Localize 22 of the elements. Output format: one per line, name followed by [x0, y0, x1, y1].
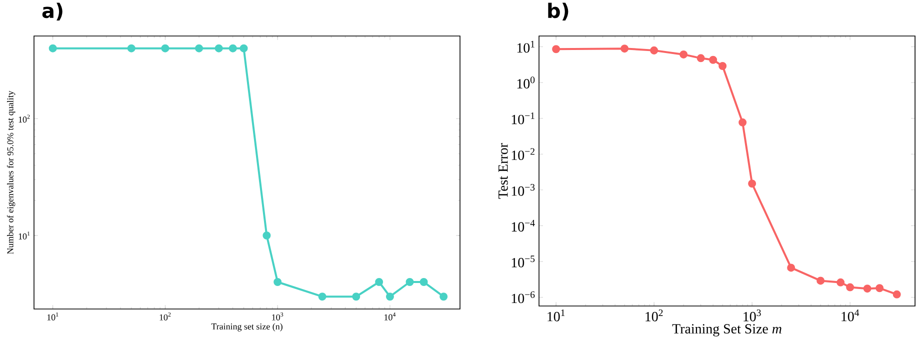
- y-tick-label: 10$^{1}$: [517, 40, 534, 53]
- chart-title: a): [42, 2, 62, 20]
- x-axis-title: Training set size (n): [211, 323, 282, 332]
- x-tick-label: 10$^{4}$: [384, 312, 396, 320]
- y-tick-label: 10$^{−2}$: [512, 148, 534, 160]
- x-tick-label: 10$^{2}$: [160, 312, 171, 320]
- y-tick-label: 10$^{−4}$: [512, 220, 535, 232]
- x-tick-label: 10$^{4}$: [842, 310, 860, 322]
- x-tick-label: 10$^{1}$: [548, 310, 565, 322]
- x-tick-label: 10$^{1}$: [47, 312, 58, 320]
- y-axis-title: Number of eigenvalues for 95.0% test quality: [6, 90, 16, 254]
- y-axis-title: Test Error: [498, 143, 508, 199]
- y-tick-label: 10$^{0}$: [517, 76, 535, 88]
- x-axis-title: Training Set Size m: [672, 324, 782, 336]
- y-tick-label: 10$^{−1}$: [512, 112, 534, 124]
- y-tick-label: 10$^{−5}$: [512, 256, 535, 268]
- y-tick-label: 10$^{−6}$: [512, 291, 535, 304]
- chart-title: b): [548, 2, 568, 20]
- x-tick-label: 10$^{2}$: [646, 310, 663, 322]
- x-tick-label: 10$^{3}$: [272, 312, 284, 320]
- y-tick-label: 10$^{−3}$: [512, 184, 535, 196]
- x-tick-label: 10$^{3}$: [744, 310, 761, 322]
